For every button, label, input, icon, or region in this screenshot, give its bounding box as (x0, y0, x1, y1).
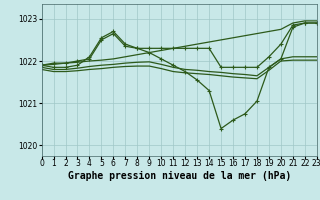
X-axis label: Graphe pression niveau de la mer (hPa): Graphe pression niveau de la mer (hPa) (68, 171, 291, 181)
